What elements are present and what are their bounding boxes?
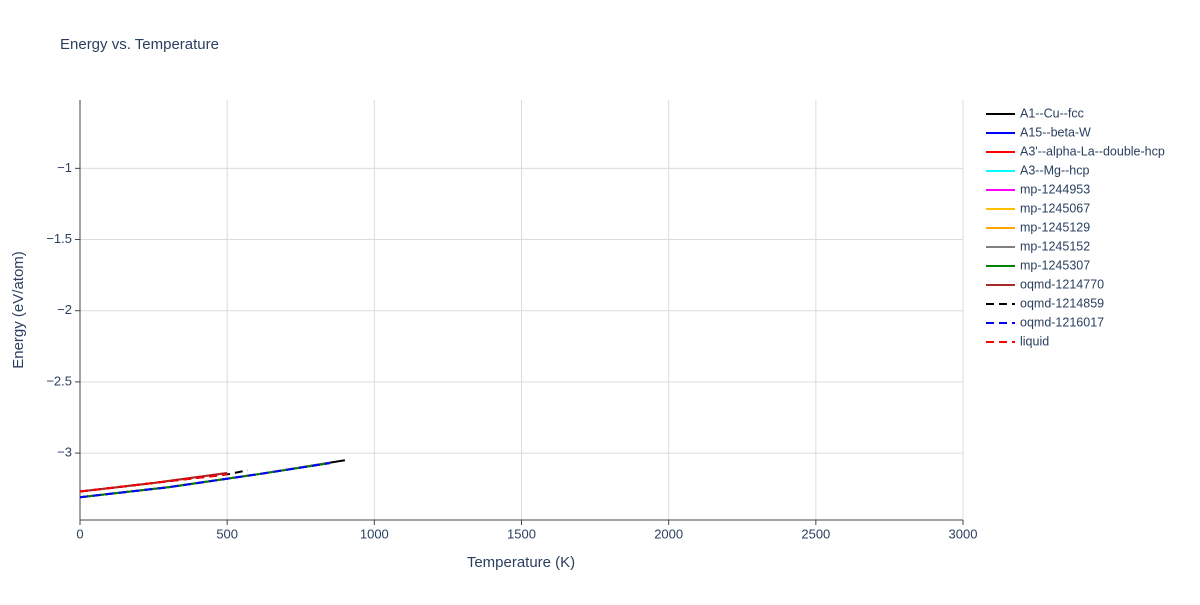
legend-label: A3'--alpha-La--double-hcp: [1020, 144, 1165, 158]
x-tick-label: 2000: [654, 526, 683, 541]
x-tick-label: 3000: [949, 526, 978, 541]
chart-title: Energy vs. Temperature: [60, 36, 219, 53]
legend-label: A15--beta-W: [1020, 125, 1091, 139]
legend-label: mp-1244953: [1020, 182, 1090, 196]
y-tick-label: −1: [57, 160, 72, 175]
legend-label: A3--Mg--hcp: [1020, 163, 1090, 177]
x-tick-label: 1500: [507, 526, 536, 541]
legend-label: oqmd-1214859: [1020, 296, 1104, 310]
series-line: [79, 462, 331, 499]
legend-label: A1--Cu--fcc: [1020, 106, 1084, 120]
x-axis-title: Temperature (K): [467, 554, 575, 571]
y-tick-label: −3: [57, 445, 72, 460]
legend-label: mp-1245067: [1020, 201, 1090, 215]
y-axis-title: Energy (eV/atom): [10, 251, 27, 369]
legend-label: oqmd-1214770: [1020, 277, 1104, 291]
legend-label: liquid: [1020, 334, 1049, 348]
x-tick-label: 500: [216, 526, 238, 541]
legend-label: mp-1245129: [1020, 220, 1090, 234]
series-line: [79, 459, 346, 499]
y-tick-label: −2.5: [46, 373, 72, 388]
y-tick-label: −2: [57, 302, 72, 317]
x-tick-label: 2500: [801, 526, 830, 541]
legend-label: mp-1245152: [1020, 239, 1090, 253]
x-tick-label: 0: [76, 526, 83, 541]
y-tick-label: −1.5: [46, 231, 72, 246]
x-tick-label: 1000: [360, 526, 389, 541]
legend-label: oqmd-1216017: [1020, 315, 1104, 329]
series-line: [79, 473, 228, 493]
legend-label: mp-1245307: [1020, 258, 1090, 272]
